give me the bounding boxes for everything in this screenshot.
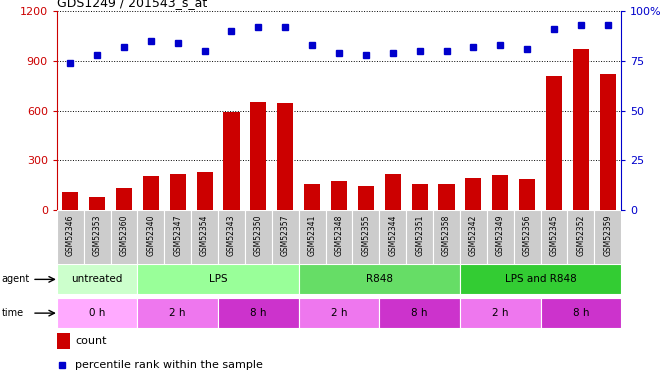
Text: GSM52348: GSM52348 [335, 214, 343, 256]
Bar [573, 48, 589, 210]
Bar [438, 184, 455, 210]
Bar [196, 172, 212, 210]
Bar [245, 210, 272, 266]
Bar [299, 264, 460, 294]
Bar [57, 298, 138, 328]
Bar [411, 183, 428, 210]
Bar [277, 103, 293, 210]
Text: GSM52353: GSM52353 [93, 214, 102, 256]
Text: GSM52351: GSM52351 [415, 214, 424, 256]
Bar [519, 179, 535, 210]
Bar [138, 210, 164, 266]
Bar [223, 112, 240, 210]
Bar [138, 264, 299, 294]
Text: GSM52359: GSM52359 [603, 214, 613, 256]
Bar [299, 298, 379, 328]
Bar [540, 210, 568, 266]
Text: GSM52347: GSM52347 [173, 214, 182, 256]
Bar [514, 210, 540, 266]
Text: 2 h: 2 h [170, 308, 186, 318]
Text: GSM52342: GSM52342 [469, 214, 478, 256]
Text: GSM52340: GSM52340 [146, 214, 156, 256]
Bar [164, 210, 191, 266]
Bar [304, 184, 320, 210]
Text: GSM52349: GSM52349 [496, 214, 505, 256]
Text: GSM52345: GSM52345 [550, 214, 558, 256]
Bar [546, 76, 562, 210]
Bar [110, 210, 138, 266]
Text: GSM52360: GSM52360 [120, 214, 128, 256]
Text: 8 h: 8 h [411, 308, 428, 318]
Bar [460, 210, 487, 266]
Bar [433, 210, 460, 266]
Text: 2 h: 2 h [492, 308, 508, 318]
Bar [353, 210, 379, 266]
Bar [143, 176, 159, 210]
Bar [191, 210, 218, 266]
Bar [540, 298, 621, 328]
Text: 2 h: 2 h [331, 308, 347, 318]
Bar [492, 175, 508, 210]
Bar [379, 210, 406, 266]
Text: GSM52346: GSM52346 [65, 214, 75, 256]
Bar [385, 174, 401, 210]
Text: GSM52343: GSM52343 [227, 214, 236, 256]
Bar [358, 186, 374, 210]
Text: GSM52358: GSM52358 [442, 214, 451, 256]
Text: 0 h: 0 h [89, 308, 106, 318]
Text: untreated: untreated [71, 274, 123, 284]
Text: GSM52357: GSM52357 [281, 214, 290, 256]
Bar [487, 210, 514, 266]
Text: GDS1249 / 201543_s_at: GDS1249 / 201543_s_at [57, 0, 207, 9]
Text: GSM52350: GSM52350 [254, 214, 263, 256]
Text: GSM52341: GSM52341 [308, 214, 317, 256]
Bar [325, 210, 353, 266]
Bar [57, 264, 138, 294]
Text: agent: agent [1, 274, 29, 284]
Bar [272, 210, 299, 266]
Bar [460, 298, 540, 328]
Bar [379, 298, 460, 328]
Bar [568, 210, 595, 266]
Text: GSM52344: GSM52344 [388, 214, 397, 256]
Text: GSM52352: GSM52352 [576, 214, 585, 256]
Text: LPS: LPS [208, 274, 227, 284]
Text: GSM52355: GSM52355 [361, 214, 370, 256]
Text: 8 h: 8 h [572, 308, 589, 318]
Bar [62, 192, 78, 210]
Bar [84, 210, 110, 266]
Text: percentile rank within the sample: percentile rank within the sample [75, 360, 263, 370]
Bar [116, 189, 132, 210]
Text: R848: R848 [366, 274, 393, 284]
Bar [218, 210, 245, 266]
Text: GSM52354: GSM52354 [200, 214, 209, 256]
Bar [406, 210, 433, 266]
Bar [331, 181, 347, 210]
Bar [170, 174, 186, 210]
Text: count: count [75, 336, 107, 346]
Bar [89, 197, 105, 210]
Bar [299, 210, 325, 266]
Bar [57, 333, 70, 349]
Text: 8 h: 8 h [250, 308, 267, 318]
Bar [57, 210, 84, 266]
Text: LPS and R848: LPS and R848 [505, 274, 576, 284]
Bar [218, 298, 299, 328]
Text: GSM52356: GSM52356 [522, 214, 532, 256]
Text: time: time [1, 308, 23, 318]
Bar [595, 210, 621, 266]
Bar [600, 74, 616, 210]
Bar [250, 102, 267, 210]
Bar [138, 298, 218, 328]
Bar [460, 264, 621, 294]
Bar [466, 178, 482, 210]
